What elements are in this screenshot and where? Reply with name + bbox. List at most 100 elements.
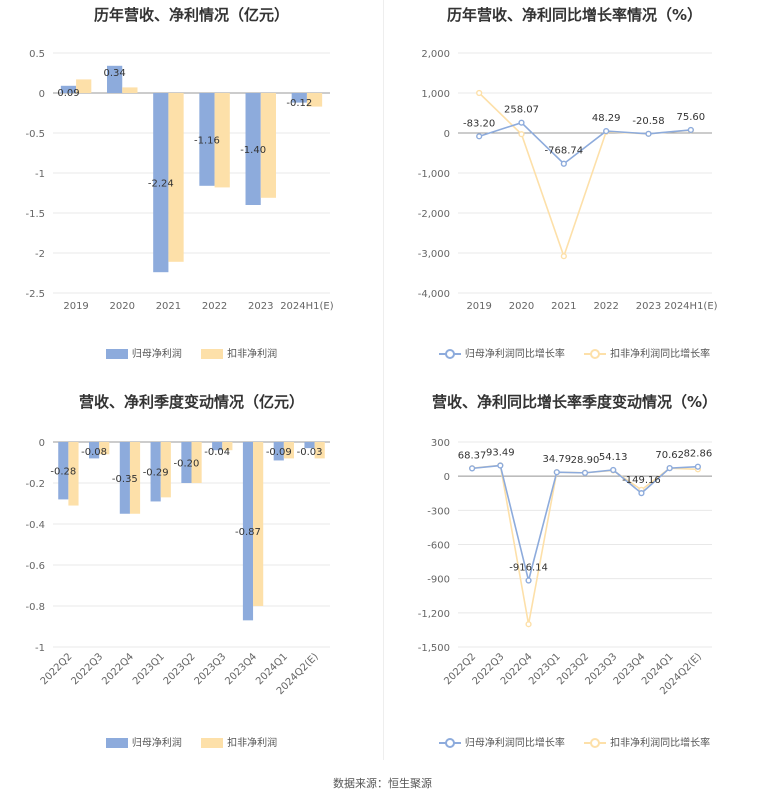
data-label: -2.24 [148, 179, 174, 190]
x-tick-label: 2023Q2 [162, 651, 198, 687]
data-label: 70.62 [655, 450, 684, 461]
y-tick-label: -300 [427, 506, 450, 517]
y-tick-label: -1.5 [25, 209, 45, 220]
y-tick-label: -600 [427, 541, 450, 552]
y-tick-label: -0.5 [25, 129, 45, 140]
bar-series2 [260, 93, 276, 198]
y-tick-label: 1,000 [421, 89, 450, 100]
legend-label: 扣非净利润同比增长率 [610, 738, 711, 749]
y-tick-label: -2.5 [25, 289, 45, 300]
legend-item-series1[interactable]: 归母净利润 [105, 734, 182, 749]
legend-label: 归母净利润同比增长率 [464, 738, 565, 749]
y-tick-label: -3,000 [418, 249, 450, 260]
bar-series1 [242, 442, 254, 621]
line-series1 [478, 121, 691, 165]
legend-item-series1[interactable]: 归母净利润同比增长率 [438, 734, 565, 749]
annual-profit-chart: 0.5 0 -0.5 -1 -1.5 -2 -2.5 2019 2020 2021 2022 2023… [25, 49, 334, 312]
x-tick-label: 2022 [593, 301, 618, 312]
bar-series1 [245, 93, 261, 205]
panel-divider [383, 0, 384, 760]
data-label: -20.58 [632, 116, 664, 127]
legend-item-series1[interactable]: 归母净利润同比增长率 [438, 345, 565, 360]
y-tick-label: -1,500 [418, 643, 450, 654]
x-tick-label: 2020 [110, 301, 135, 312]
point-series1 [469, 465, 476, 472]
data-label: -149.16 [622, 475, 661, 486]
data-label: -0.08 [81, 447, 107, 458]
y-tick-label: -0.8 [25, 602, 45, 613]
legend-label: 归母净利润 [131, 738, 182, 749]
legend-item-series1[interactable]: 归母净利润 [105, 345, 182, 360]
data-label: -768.74 [545, 146, 584, 157]
bar-series2 [122, 87, 138, 93]
legend-item-series2[interactable]: 扣非净利润同比增长率 [584, 345, 710, 360]
line-series1 [472, 464, 698, 581]
data-label: -0.03 [297, 447, 323, 458]
bar-series2 [314, 442, 325, 459]
data-label: -0.28 [50, 467, 76, 478]
x-tick-label: 2024H1(E) [280, 301, 334, 312]
point-series1 [666, 465, 673, 472]
bar-series2 [214, 93, 230, 188]
point-series1 [638, 490, 645, 497]
point-series2 [476, 89, 483, 97]
y-tick-label: -0.4 [25, 520, 45, 531]
y-tick-label: -1,200 [418, 609, 450, 620]
bar-series1 [89, 442, 100, 459]
y-tick-label: -0.2 [25, 479, 45, 490]
y-tick-label: 0 [444, 129, 450, 140]
legend-item-series2[interactable]: 扣非净利润 [201, 734, 277, 749]
bar-series1 [60, 85, 77, 93]
legend-item-series2[interactable]: 扣非净利润 [201, 345, 277, 360]
chart-title: 营收、净利同比增长率季度变动情况（%） [431, 393, 718, 411]
bar-series1 [119, 442, 130, 514]
y-tick-label: -4,000 [418, 289, 450, 300]
bar-series1 [304, 442, 315, 449]
chart-legend: 归母净利润同比增长率 扣非净利润同比增长率 [384, 734, 765, 749]
y-tick-label: -0.6 [25, 561, 45, 572]
y-tick-label: 0 [39, 438, 45, 449]
bar-series1 [181, 442, 192, 483]
x-tick-label: 2023 [636, 301, 661, 312]
bar-series1 [150, 442, 161, 502]
data-label: 28.90 [571, 455, 600, 466]
data-label: -916.14 [509, 563, 548, 574]
legend-label: 归母净利润同比增长率 [464, 349, 565, 360]
legend-label: 扣非净利润同比增长率 [610, 349, 711, 360]
data-label: 54.13 [599, 452, 628, 463]
y-tick-label: -1 [35, 643, 45, 654]
y-tick-label: 300 [431, 438, 450, 449]
legend-label: 归母净利润 [131, 349, 182, 360]
x-tick-label: 2020 [509, 301, 534, 312]
point-series1 [581, 469, 589, 476]
legend-label: 扣非净利润 [227, 349, 278, 360]
legend-item-series2[interactable]: 扣非净利润同比增长率 [584, 734, 710, 749]
y-tick-label: 0 [39, 89, 45, 100]
quarterly-profit-chart: 0-0.2-0.4-0.6-0.8-12022Q22022Q32022Q4202… [25, 438, 330, 697]
bar-series2 [253, 442, 264, 606]
data-label: -0.09 [266, 447, 292, 458]
y-tick-label: -2 [35, 249, 45, 260]
point-series1 [645, 130, 652, 137]
chart-title: 营收、净利季度变动情况（亿元） [78, 393, 304, 411]
x-tick-label: 2024H1(E) [664, 301, 718, 312]
chart-title: 历年营收、净利同比增长率情况（%） [446, 6, 703, 24]
data-label: 75.60 [677, 112, 706, 123]
x-tick-label: 2022Q4 [100, 651, 136, 687]
bar-series1 [107, 65, 123, 93]
annual-growth-chart: 2,000 1,000 0 -1,000 -2,000 -3,000 -4,000 2019 2… [418, 49, 718, 312]
quarterly-profit-chart-panel: 营收、净利季度变动情况（亿元） 0 -0.2 -0.4 -0.6 -0.8 -1 2022Q… [0, 385, 383, 765]
bar-series2 [306, 93, 323, 107]
bar-series2 [191, 442, 202, 483]
point-series1 [497, 462, 504, 469]
quarterly-growth-chart-panel: 营收、净利同比增长率季度变动情况（%） 300 0 -300 -600 -900 -1,2… [384, 385, 765, 765]
x-tick-label: 2023Q3 [193, 651, 229, 687]
point-series1 [560, 160, 567, 167]
bar-series1 [273, 442, 284, 461]
point-series2 [560, 253, 567, 260]
chart-legend: 归母净利润 扣非净利润 [0, 734, 383, 749]
data-label: 93.49 [486, 448, 515, 459]
point-series1 [476, 133, 483, 140]
x-tick-label: 2019 [466, 301, 491, 312]
data-label: -0.35 [112, 474, 138, 485]
